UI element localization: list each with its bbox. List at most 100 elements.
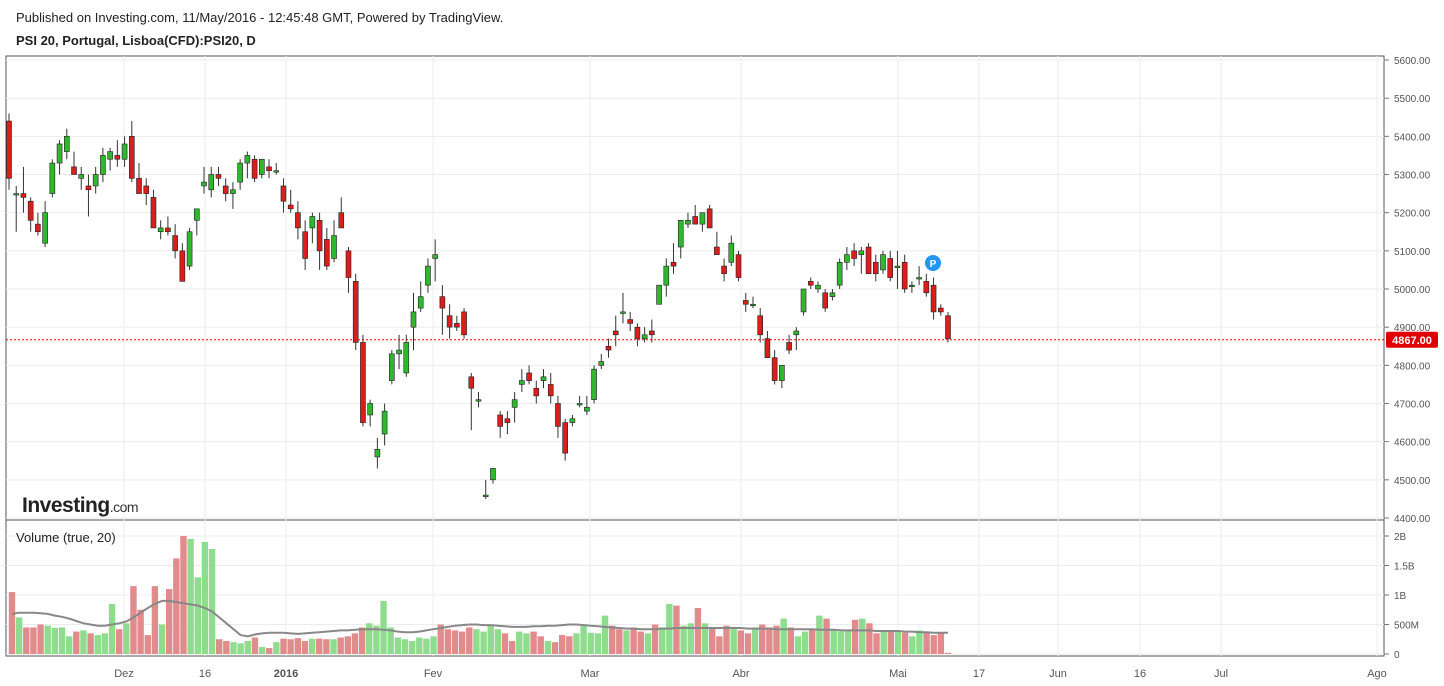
- candle-body: [634, 326, 641, 339]
- volume-label: Volume (true, 20): [16, 530, 116, 545]
- candle-body: [742, 300, 749, 305]
- volume-bar: [80, 630, 87, 654]
- published-note: Published on Investing.com, 11/May/2016 …: [16, 10, 504, 25]
- time-tick-label: Fev: [424, 668, 443, 680]
- candle-body: [179, 250, 186, 282]
- candle-body: [482, 494, 489, 497]
- volume-tick-label: 2B: [1394, 532, 1407, 543]
- candle-body: [136, 178, 142, 194]
- volume-bar: [694, 607, 702, 654]
- volume-bar: [208, 548, 216, 654]
- candle-body: [251, 158, 258, 179]
- candle-body: [128, 136, 135, 179]
- volume-bar: [787, 627, 795, 654]
- candle-body: [396, 349, 402, 355]
- candle-body: [721, 265, 727, 275]
- candle-body: [779, 365, 785, 381]
- candle-body: [100, 155, 106, 175]
- candle-body: [771, 357, 778, 381]
- candle-body: [858, 250, 865, 255]
- candle-body: [584, 407, 590, 412]
- candle-body: [85, 185, 92, 191]
- event-marker[interactable]: P: [925, 255, 941, 271]
- candle-body: [309, 216, 316, 229]
- price-tick-label: 5500.00: [1394, 94, 1431, 105]
- candle-body: [916, 277, 922, 280]
- volume-bar: [844, 630, 852, 654]
- candle-body: [20, 193, 27, 198]
- candle-body: [909, 284, 915, 287]
- candle-body: [620, 311, 626, 314]
- candle-body: [945, 315, 951, 339]
- candle-body: [757, 315, 764, 336]
- volume-bar: [380, 600, 387, 654]
- time-tick-label: 16: [1134, 668, 1146, 680]
- candle-body: [35, 223, 41, 233]
- time-tick-label: Mai: [889, 668, 907, 680]
- candle-body: [641, 334, 648, 339]
- volume-bar: [65, 636, 73, 654]
- candle-body: [735, 254, 742, 278]
- volume-bar: [266, 648, 273, 654]
- candle-body: [901, 261, 908, 290]
- candle-body: [143, 185, 150, 194]
- candle-body: [461, 311, 467, 336]
- volume-bar: [308, 638, 316, 654]
- volume-bar: [301, 641, 309, 654]
- volume-bar: [37, 624, 44, 654]
- candle-body: [533, 387, 540, 397]
- volume-bar: [766, 627, 773, 654]
- volume-bar: [630, 627, 637, 654]
- candle-body: [121, 143, 128, 160]
- time-tick-label: 2016: [274, 668, 298, 680]
- price-tick-label: 4600.00: [1394, 438, 1431, 449]
- price-tick-label: 5400.00: [1394, 132, 1431, 143]
- candle-body: [807, 281, 814, 286]
- candle-body: [432, 254, 438, 259]
- volume-bar: [173, 558, 180, 654]
- candle-body: [829, 292, 836, 297]
- volume-bar: [794, 636, 802, 654]
- candle-body: [215, 174, 222, 179]
- candle-body: [497, 414, 503, 427]
- candle-body: [786, 342, 792, 351]
- volume-bar: [566, 636, 573, 654]
- candle-body: [280, 185, 287, 202]
- volume-bar: [30, 627, 37, 654]
- last-price-value: 4867.00: [1392, 335, 1432, 347]
- price-tick-label: 5100.00: [1394, 247, 1431, 258]
- candle-body: [374, 448, 381, 458]
- candle-body: [71, 166, 77, 175]
- volume-bar: [344, 636, 352, 654]
- candle-body: [208, 174, 215, 191]
- price-tick-label: 5200.00: [1394, 209, 1431, 220]
- volume-bar: [673, 605, 680, 654]
- volume-bar: [416, 637, 423, 654]
- volume-bar: [187, 538, 194, 654]
- volume-bar: [823, 618, 830, 654]
- volume-tick-label: 0: [1394, 650, 1400, 661]
- volume-bar: [644, 633, 652, 654]
- volume-bar: [401, 639, 409, 654]
- volume-bar: [873, 633, 880, 654]
- volume-bar: [580, 625, 587, 654]
- candle-body: [186, 231, 193, 267]
- volume-bar: [108, 603, 116, 654]
- volume-ma-line: [11, 599, 948, 638]
- volume-bar: [587, 632, 594, 654]
- time-axis: Dez 16 2016 Fev Mar Abr Mai 17 Jun 16 Jul Ago: [114, 668, 1387, 680]
- volume-bar: [887, 631, 895, 654]
- candle-body: [872, 261, 879, 275]
- volume-bar: [408, 641, 416, 654]
- candle-body: [598, 361, 605, 366]
- candle-body: [42, 212, 48, 244]
- time-tick-label: 17: [973, 668, 985, 680]
- volume-bar: [780, 618, 787, 654]
- marker-label: P: [930, 259, 937, 270]
- candle-body: [27, 200, 34, 221]
- candle-body: [157, 227, 164, 233]
- volume-bar: [544, 641, 552, 654]
- candle-body: [165, 227, 171, 233]
- volume-bar: [158, 624, 166, 654]
